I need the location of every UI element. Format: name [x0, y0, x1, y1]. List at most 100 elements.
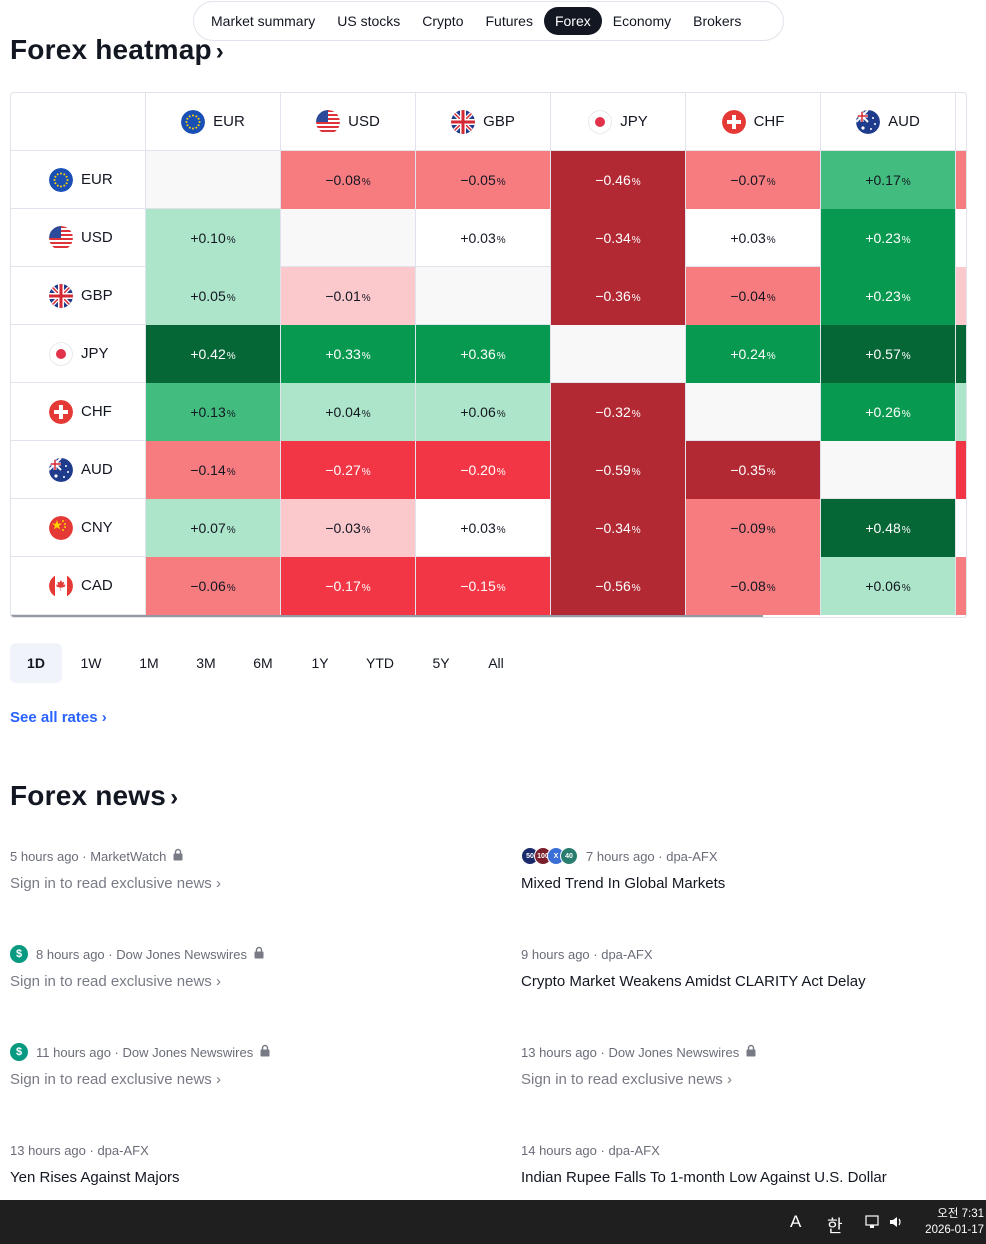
nav-market-summary[interactable]: Market summary	[211, 13, 316, 29]
row-header-usd[interactable]: USD	[11, 209, 146, 267]
sign-in-to-read-link[interactable]: Sign in to read exclusive news ›	[521, 1071, 732, 1088]
heatmap-cell-cad-usd[interactable]: −0.17%	[281, 557, 416, 615]
network-icon[interactable]	[865, 1214, 881, 1235]
nav-futures[interactable]: Futures	[485, 13, 533, 29]
column-header-eur[interactable]: EUR	[146, 93, 281, 151]
ime-mode-indicator[interactable]: A	[790, 1212, 802, 1231]
heatmap-cell-chf-eur[interactable]: +0.13%	[146, 383, 281, 441]
heatmap-cell-cny-jpy[interactable]: −0.34%	[551, 499, 686, 557]
horizontal-scrollbar[interactable]	[11, 614, 763, 617]
heatmap-cell-gbp-eur[interactable]: +0.05%	[146, 267, 281, 325]
heatmap-cell-usd-chf[interactable]: +0.03%	[686, 209, 821, 267]
news-headline[interactable]: Crypto Market Weakens Amidst CLARITY Act…	[521, 973, 866, 990]
heatmap-title-link[interactable]: Forex heatmap ›	[10, 34, 224, 66]
news-item[interactable]: 14 hours ago · dpa-AFX Indian Rupee Falls…	[521, 1140, 981, 1188]
period-ytd[interactable]: YTD	[366, 655, 394, 671]
heatmap-cell-value: +0.07%	[190, 520, 235, 536]
heatmap-cell-cad-aud[interactable]: +0.06%	[821, 557, 956, 615]
heatmap-cell-jpy-aud[interactable]: +0.57%	[821, 325, 956, 383]
news-item[interactable]: 13 hours ago · Dow Jones Newswires Sign i…	[521, 1042, 981, 1090]
heatmap-cell-gbp-usd[interactable]: −0.01%	[281, 267, 416, 325]
row-header-chf[interactable]: CHF	[11, 383, 146, 441]
heatmap-cell-aud-usd[interactable]: −0.27%	[281, 441, 416, 499]
column-header-usd[interactable]: USD	[281, 93, 416, 151]
row-header-cad[interactable]: CAD	[11, 557, 146, 615]
heatmap-cell-cad-eur[interactable]: −0.06%	[146, 557, 281, 615]
heatmap-cell-chf-usd[interactable]: +0.04%	[281, 383, 416, 441]
heatmap-cell-aud-gbp[interactable]: −0.20%	[416, 441, 551, 499]
heatmap-cell-aud-eur[interactable]: −0.14%	[146, 441, 281, 499]
news-headline[interactable]: Mixed Trend In Global Markets	[521, 875, 726, 892]
heatmap-cell-eur-usd[interactable]: −0.08%	[281, 151, 416, 209]
period-1d[interactable]: 1D	[10, 643, 62, 683]
news-title-link[interactable]: Forex news ›	[10, 780, 178, 812]
heatmap-cell-eur-aud[interactable]: +0.17%	[821, 151, 956, 209]
heatmap-cell-chf-jpy[interactable]: −0.32%	[551, 383, 686, 441]
nav-crypto[interactable]: Crypto	[422, 13, 464, 29]
nav-forex[interactable]: Forex	[543, 7, 602, 35]
heatmap-cell-eur-chf[interactable]: −0.07%	[686, 151, 821, 209]
heatmap-cell-eur-jpy[interactable]: −0.46%	[551, 151, 686, 209]
news-item[interactable]: $8 hours ago · Dow Jones Newswires Sign i…	[10, 944, 470, 992]
heatmap-cell-cad-jpy[interactable]: −0.56%	[551, 557, 686, 615]
ime-language-indicator[interactable]: 한	[827, 1217, 843, 1236]
nav-us-stocks[interactable]: US stocks	[337, 13, 401, 29]
heatmap-cell-jpy-usd[interactable]: +0.33%	[281, 325, 416, 383]
row-header-gbp[interactable]: GBP	[11, 267, 146, 325]
heatmap-cell-usd-jpy[interactable]: −0.34%	[551, 209, 686, 267]
column-header-gbp[interactable]: GBP	[416, 93, 551, 151]
nav-economy[interactable]: Economy	[612, 13, 672, 29]
period-1y[interactable]: 1Y	[311, 655, 329, 671]
heatmap-cell-jpy-chf[interactable]: +0.24%	[686, 325, 821, 383]
heatmap-cell-cad-chf[interactable]: −0.08%	[686, 557, 821, 615]
heatmap-cell-jpy-gbp[interactable]: +0.36%	[416, 325, 551, 383]
row-header-jpy[interactable]: JPY	[11, 325, 146, 383]
row-header-aud[interactable]: AUD	[11, 441, 146, 499]
volume-icon[interactable]	[888, 1214, 904, 1235]
period-3m[interactable]: 3M	[196, 655, 216, 671]
heatmap-cell-usd-aud[interactable]: +0.23%	[821, 209, 956, 267]
period-1m[interactable]: 1M	[139, 655, 159, 671]
news-item[interactable]: $11 hours ago · Dow Jones Newswires Sign …	[10, 1042, 470, 1090]
heatmap-cell-cny-chf[interactable]: −0.09%	[686, 499, 821, 557]
nav-brokers[interactable]: Brokers	[693, 13, 742, 29]
heatmap-cell-cny-eur[interactable]: +0.07%	[146, 499, 281, 557]
heatmap-cell-gbp-chf[interactable]: −0.04%	[686, 267, 821, 325]
period-5y[interactable]: 5Y	[432, 655, 450, 671]
system-clock[interactable]: 오전 7:31 2026-01-17	[925, 1206, 984, 1238]
heatmap-cell-aud-jpy[interactable]: −0.59%	[551, 441, 686, 499]
heatmap-cell-gbp-jpy[interactable]: −0.36%	[551, 267, 686, 325]
row-header-cny[interactable]: CNY	[11, 499, 146, 557]
heatmap-cell-jpy-eur[interactable]: +0.42%	[146, 325, 281, 383]
news-item[interactable]: 5 hours ago · MarketWatch Sign in to read…	[10, 846, 470, 894]
column-header-aud[interactable]: AUD	[821, 93, 956, 151]
heatmap-cell-cny-gbp[interactable]: +0.03%	[416, 499, 551, 557]
news-headline[interactable]: Indian Rupee Falls To 1-month Low Agains…	[521, 1169, 887, 1186]
heatmap-cell-cny-aud[interactable]: +0.48%	[821, 499, 956, 557]
news-item[interactable]: 50 100 X 40 7 hours ago · dpa-AFX Mixed Trend…	[521, 846, 981, 894]
heatmap-cell-cny-usd[interactable]: −0.03%	[281, 499, 416, 557]
period-all[interactable]: All	[488, 655, 504, 671]
heatmap-cell-eur-gbp[interactable]: −0.05%	[416, 151, 551, 209]
column-header-chf[interactable]: CHF	[686, 93, 821, 151]
heatmap-cell-usd-gbp[interactable]: +0.03%	[416, 209, 551, 267]
percent-sign: %	[226, 467, 236, 478]
see-all-rates-link[interactable]: See all rates ›	[10, 709, 107, 726]
period-1w[interactable]: 1W	[80, 655, 102, 671]
heatmap-cell-usd-eur[interactable]: +0.10%	[146, 209, 281, 267]
news-time-source: 14 hours ago · dpa-AFX	[521, 1142, 660, 1158]
news-item[interactable]: 9 hours ago · dpa-AFX Crypto Market Weake…	[521, 944, 981, 992]
news-headline[interactable]: Yen Rises Against Majors	[10, 1169, 180, 1186]
heatmap-cell-aud-chf[interactable]: −0.35%	[686, 441, 821, 499]
heatmap-cell-cad-gbp[interactable]: −0.15%	[416, 557, 551, 615]
sign-in-to-read-link[interactable]: Sign in to read exclusive news ›	[10, 1071, 221, 1088]
news-item[interactable]: 13 hours ago · dpa-AFX Yen Rises Against …	[10, 1140, 470, 1188]
row-header-eur[interactable]: EUR	[11, 151, 146, 209]
sign-in-to-read-link[interactable]: Sign in to read exclusive news ›	[10, 875, 221, 892]
sign-in-to-read-link[interactable]: Sign in to read exclusive news ›	[10, 973, 221, 990]
period-6m[interactable]: 6M	[253, 655, 273, 671]
heatmap-cell-chf-gbp[interactable]: +0.06%	[416, 383, 551, 441]
column-header-jpy[interactable]: JPY	[551, 93, 686, 151]
heatmap-cell-gbp-aud[interactable]: +0.23%	[821, 267, 956, 325]
heatmap-cell-chf-aud[interactable]: +0.26%	[821, 383, 956, 441]
